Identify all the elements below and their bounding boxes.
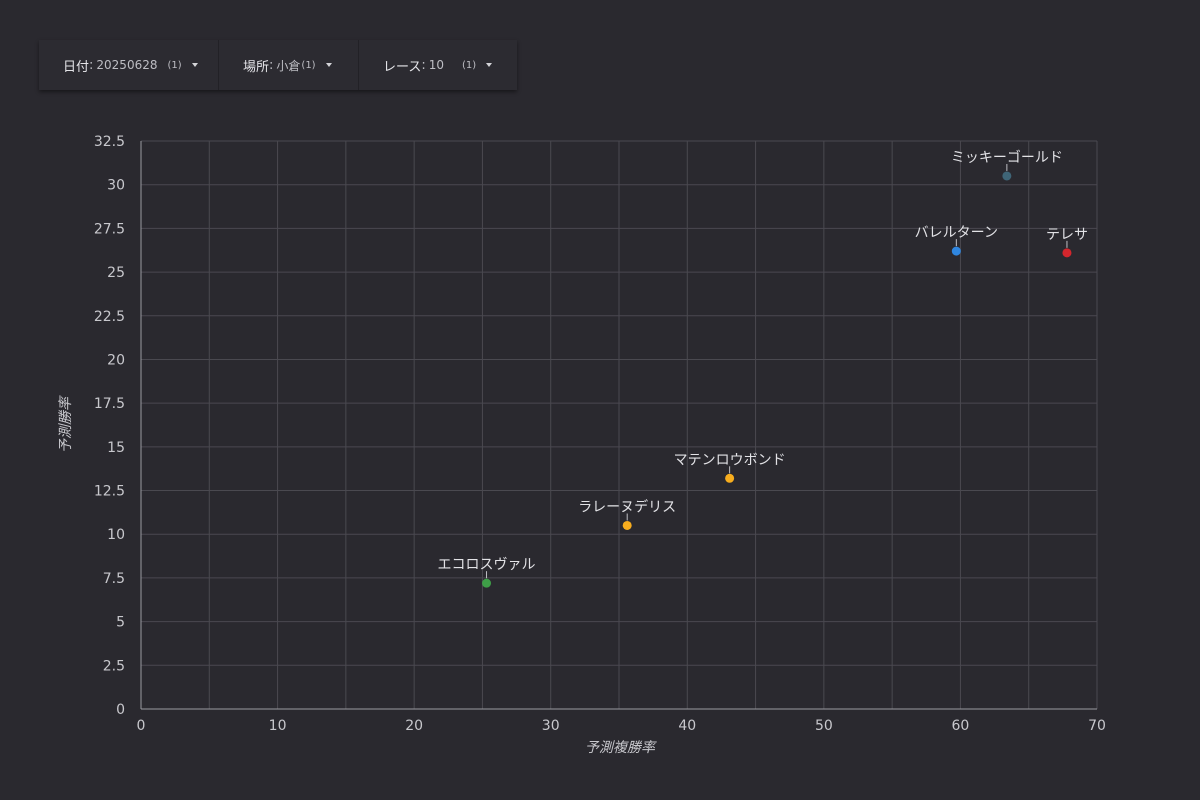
grid bbox=[141, 140, 1098, 709]
axes bbox=[140, 141, 1097, 710]
x-tick-label: 60 bbox=[952, 718, 970, 734]
race-filter-value: 10 bbox=[428, 58, 445, 72]
x-tick-label: 10 bbox=[269, 718, 287, 734]
y-tick-label: 32.5 bbox=[94, 134, 125, 150]
race-filter-separator: : bbox=[421, 57, 426, 73]
chevron-down-icon bbox=[486, 63, 493, 67]
place-filter-value: 小倉 bbox=[276, 58, 301, 73]
place-filter-label: 場所 bbox=[243, 59, 270, 75]
data-point bbox=[482, 578, 492, 588]
data-point bbox=[951, 246, 961, 256]
y-tick-label: 22.5 bbox=[94, 309, 125, 325]
y-tick-label: 5 bbox=[116, 615, 125, 631]
chevron-down-icon bbox=[325, 63, 332, 67]
place-filter[interactable]: 場所: 小倉 (1) bbox=[219, 40, 359, 90]
data-point-label: テレサ bbox=[1046, 227, 1088, 243]
filter-bar: 日付: 20250628 (1) 場所: 小倉 (1) レース: 10 (1) bbox=[39, 40, 517, 90]
data-point bbox=[622, 520, 632, 530]
date-filter-separator: : bbox=[89, 57, 94, 73]
place-filter-separator: : bbox=[269, 57, 274, 73]
y-tick-label: 25 bbox=[107, 265, 125, 281]
place-filter-count: (1) bbox=[301, 59, 316, 71]
date-filter-count: (1) bbox=[167, 59, 182, 71]
x-tick-label: 30 bbox=[542, 718, 560, 734]
data-point bbox=[1002, 171, 1012, 181]
y-tick-label: 10 bbox=[107, 527, 125, 543]
race-filter-label: レース bbox=[383, 59, 422, 75]
date-filter-label: 日付 bbox=[63, 59, 90, 75]
race-filter-count: (1) bbox=[462, 59, 477, 71]
data-point bbox=[725, 473, 735, 483]
y-tick-label: 0 bbox=[116, 702, 125, 718]
y-tick-label: 15 bbox=[107, 440, 125, 456]
y-tick-label: 2.5 bbox=[103, 658, 125, 674]
data-point-label: マテンロウボンド bbox=[674, 452, 786, 468]
y-tick-label: 7.5 bbox=[103, 571, 125, 587]
y-axis-title: 予測勝率 bbox=[58, 395, 74, 453]
data-point bbox=[1062, 248, 1072, 258]
x-axis-title: 予測複勝率 bbox=[585, 740, 657, 756]
race-filter[interactable]: レース: 10 (1) bbox=[359, 40, 517, 90]
tick-labels: 0 10 20 30 40 50 60 70 0 2.5 5 7.5 10 12.5 15 17.5 20 22.… bbox=[94, 134, 1106, 734]
data-point-label: ミッキーゴールド bbox=[951, 149, 1063, 166]
data-point-label: バレルターン bbox=[915, 225, 998, 241]
x-tick-label: 20 bbox=[405, 718, 423, 734]
date-filter-value: 20250628 bbox=[96, 58, 158, 72]
chevron-down-icon bbox=[191, 63, 198, 67]
y-tick-label: 20 bbox=[107, 352, 125, 368]
data-point-label: ラレーヌデリス bbox=[578, 498, 676, 515]
y-tick-label: 12.5 bbox=[94, 484, 125, 500]
x-tick-label: 70 bbox=[1088, 718, 1106, 734]
x-tick-label: 50 bbox=[815, 718, 833, 734]
y-tick-label: 27.5 bbox=[94, 221, 125, 237]
y-tick-label: 17.5 bbox=[94, 396, 125, 412]
x-tick-label: 0 bbox=[137, 718, 146, 734]
x-tick-label: 40 bbox=[678, 718, 696, 734]
data-point-label: エコロスヴァル bbox=[438, 556, 536, 573]
date-filter[interactable]: 日付: 20250628 (1) bbox=[39, 40, 219, 90]
y-tick-label: 30 bbox=[107, 178, 125, 194]
